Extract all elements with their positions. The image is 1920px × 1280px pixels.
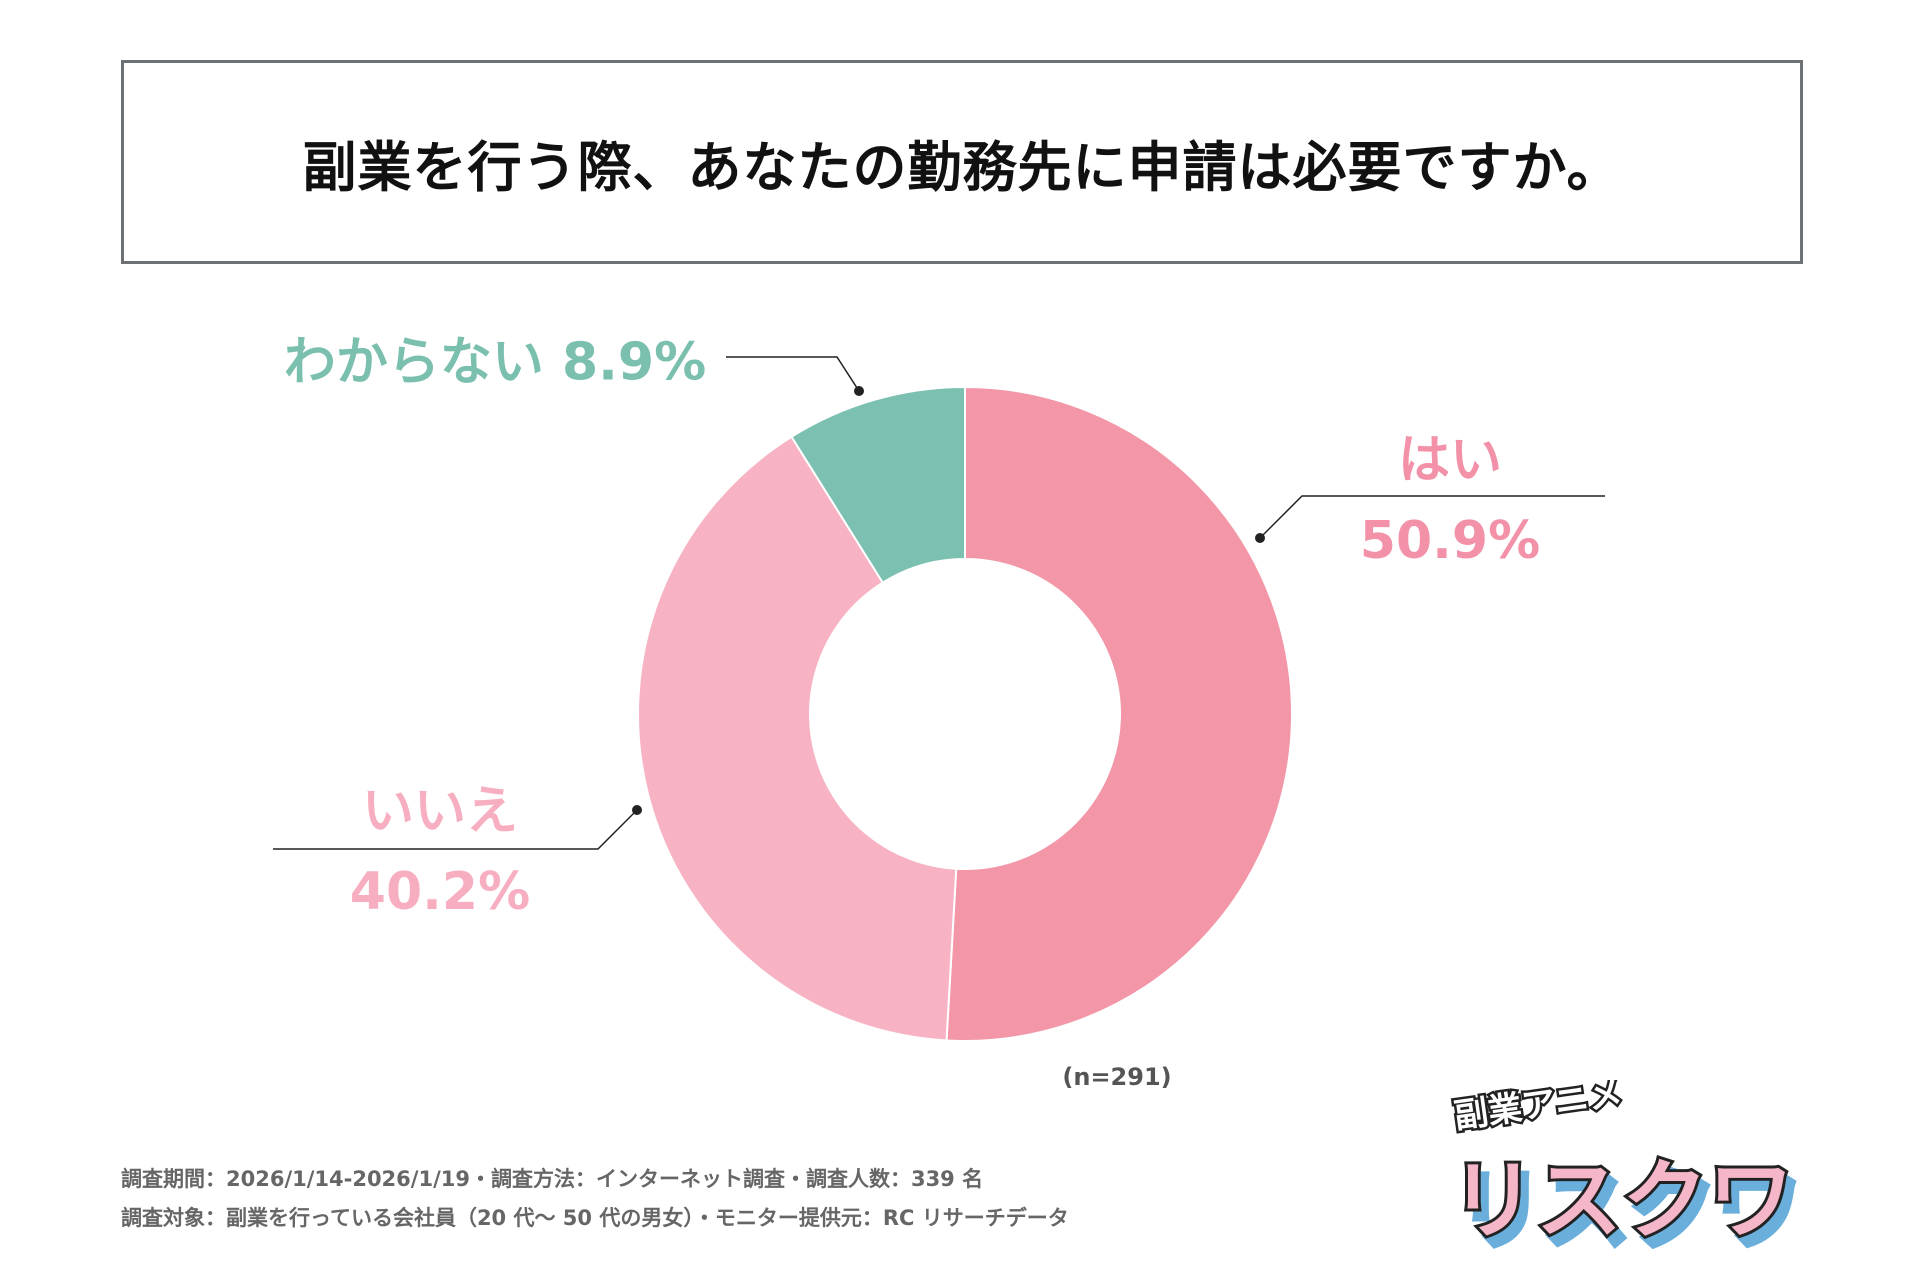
leader-iie-dot [632,805,642,815]
slice-wakaranai [790,385,966,584]
slice-iie [636,435,958,1042]
logo-main-text: リスクワ [1450,1151,1794,1251]
leader-wakaranai-line [726,356,860,392]
logo-top-text: 副業アニメ [1452,1080,1625,1137]
title-box: 副業を行う際、あなたの勤務先に申請は必要ですか。 [121,60,1803,264]
label-iie-name: いいえ [361,781,519,842]
footer-survey-period: 調査期間：2026/1/14-2026/1/19・調査方法：インターネット調査・… [121,1167,984,1191]
risukuwa-logo: 副業アニメ リスクワ [1447,1080,1797,1254]
slice-hai [945,385,1293,1042]
sample-size-note: (n=291) [1062,1063,1172,1091]
label-wakaranai: わからない 8.9% [284,320,706,395]
chart-title: 副業を行う際、あなたの勤務先に申請は必要ですか。 [302,135,1622,199]
leader-iie-line [273,809,638,850]
leader-hai-line [1259,495,1605,539]
leader-wakaranai-dot [854,386,864,396]
label-wakaranai-name: わからない [283,332,544,393]
label-wakaranai-value: 8.9% [561,332,707,393]
label-hai-name: はい [1397,430,1503,491]
leader-hai-dot [1255,533,1265,543]
footer-survey-target: 調査対象：副業を行っている会社員（20 代～ 50 代の男女）・モニター提供元：… [121,1206,1069,1230]
label-iie-value: 40.2% [349,862,531,922]
label-hai-value: 50.9% [1359,511,1541,571]
